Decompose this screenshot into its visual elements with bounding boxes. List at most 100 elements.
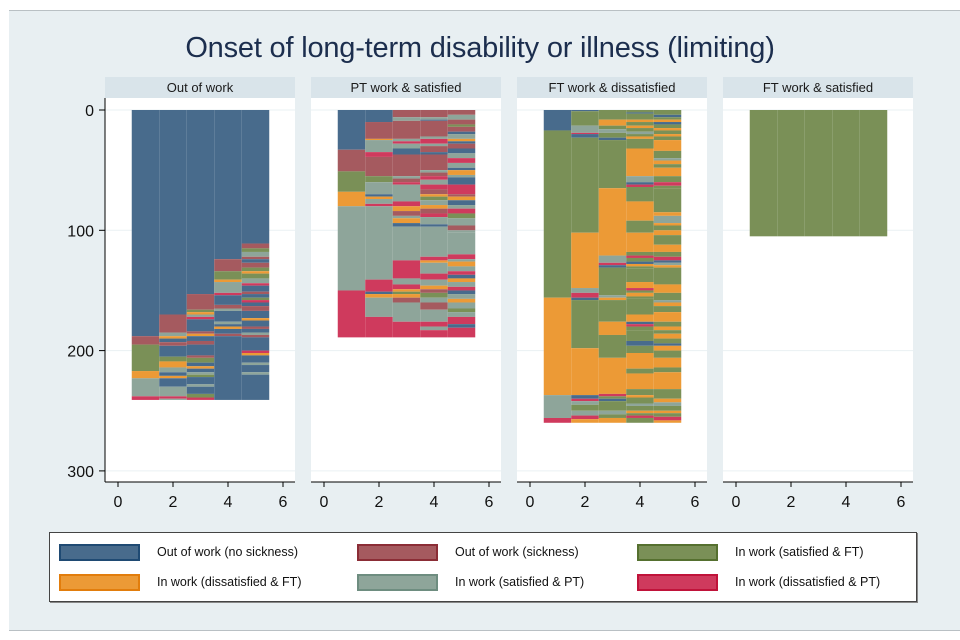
sequence-segment bbox=[653, 300, 682, 303]
x-tick-label: 0 bbox=[320, 494, 329, 511]
sequence-segment bbox=[241, 365, 270, 373]
sequence-segment bbox=[241, 372, 270, 375]
sequence-segment bbox=[626, 415, 654, 418]
sequence-segment bbox=[392, 294, 421, 298]
sequence-segment bbox=[241, 302, 270, 307]
sequence-segment bbox=[392, 154, 421, 177]
sequence-segment bbox=[653, 244, 682, 252]
sequence-segment bbox=[626, 125, 654, 129]
sequence-segment bbox=[598, 297, 627, 301]
sequence-segment bbox=[626, 251, 654, 256]
sequence-segment bbox=[420, 302, 448, 310]
sequence-segment bbox=[653, 119, 682, 123]
sequence-segment bbox=[186, 386, 215, 394]
sequence-segment bbox=[420, 110, 448, 118]
sequence-segment bbox=[365, 194, 393, 197]
sequence-segment bbox=[365, 294, 393, 298]
sequence-segment bbox=[626, 288, 654, 291]
sequence-segment bbox=[447, 282, 476, 287]
sequence-segment bbox=[159, 378, 187, 387]
sequence-segment bbox=[214, 292, 242, 296]
sequence-segment bbox=[159, 338, 187, 343]
sequence-segment bbox=[447, 290, 476, 295]
sequence-segment bbox=[447, 167, 476, 171]
sequence-segment bbox=[365, 152, 393, 157]
sequence-segment bbox=[159, 336, 187, 339]
sequence-segment bbox=[337, 171, 366, 192]
sequence-segment bbox=[626, 395, 654, 398]
sequence-segment bbox=[626, 292, 654, 297]
sequence-segment bbox=[653, 389, 682, 399]
sequence-segment bbox=[447, 153, 476, 159]
sequence-segment bbox=[598, 321, 627, 335]
x-tick-label: 2 bbox=[787, 494, 796, 511]
panel-3: FT work & satisfied 0 2 4 6 bbox=[723, 77, 913, 511]
sequence-segment bbox=[653, 235, 682, 245]
sequence-segment bbox=[241, 110, 270, 244]
sequence-segment bbox=[653, 225, 682, 231]
sequence-segment bbox=[626, 134, 654, 137]
sequence-segment bbox=[653, 420, 682, 423]
sequence-segment bbox=[365, 196, 393, 200]
sequence-segment bbox=[447, 208, 476, 214]
sequence-segment bbox=[447, 312, 476, 317]
sequence-segment bbox=[571, 111, 599, 126]
legend: Out of work (no sickness) Out of work (s… bbox=[49, 532, 917, 602]
sequence-segment bbox=[447, 298, 476, 303]
sequence-segment bbox=[214, 304, 242, 309]
sequence-segment bbox=[186, 316, 215, 320]
sequence-segment bbox=[598, 396, 627, 399]
sequence-segment bbox=[392, 226, 421, 261]
sequence-segment bbox=[653, 128, 682, 131]
sequence-segment bbox=[626, 255, 654, 258]
sequence-segment bbox=[626, 389, 654, 396]
sequence-segment bbox=[447, 184, 476, 195]
sequence-segment bbox=[420, 226, 448, 257]
sequence-segment bbox=[653, 136, 682, 141]
sequence-segment bbox=[131, 110, 160, 337]
legend-swatch-sft bbox=[637, 543, 718, 561]
sequence-segment bbox=[626, 298, 654, 315]
x-tick-label: 2 bbox=[375, 494, 384, 511]
sequence-segment bbox=[571, 300, 599, 349]
sequence-segment bbox=[159, 396, 187, 399]
sequence-segment bbox=[653, 215, 682, 224]
sequence-segment bbox=[447, 162, 476, 168]
sequence-segment bbox=[186, 110, 215, 295]
sequence-segment bbox=[653, 302, 682, 307]
sequence-segment bbox=[365, 279, 393, 292]
sequence-segment bbox=[653, 167, 682, 177]
sequence-segment bbox=[626, 330, 654, 341]
sequence-segment bbox=[420, 326, 448, 331]
legend-item-spt: In work (satisfied & PT) bbox=[357, 572, 584, 592]
sequence-segment bbox=[365, 297, 393, 317]
sequence-segment bbox=[214, 326, 242, 329]
sequence-segment bbox=[571, 292, 599, 298]
y-tick-label: 200 bbox=[67, 344, 94, 361]
sequence-segment bbox=[598, 110, 627, 120]
sequence-segment bbox=[653, 284, 682, 293]
sequence-segment bbox=[241, 362, 270, 366]
sequence-segment bbox=[626, 112, 654, 114]
sequence-segment bbox=[365, 110, 393, 123]
sequence-segment bbox=[420, 172, 448, 177]
sequence-segment bbox=[159, 314, 187, 333]
sequence-segment bbox=[392, 321, 421, 338]
sequence-segment bbox=[598, 417, 627, 423]
sequence-segment bbox=[653, 267, 682, 285]
sequence-segment bbox=[653, 306, 682, 313]
sequence-segment bbox=[626, 122, 654, 126]
sequence-segment bbox=[653, 326, 682, 331]
sequence-segment bbox=[598, 140, 627, 189]
sequence-segment bbox=[214, 324, 242, 327]
sequence-segment bbox=[447, 225, 476, 231]
sequence-segment bbox=[447, 110, 476, 115]
sequence-segment bbox=[241, 350, 270, 354]
sequence-segment bbox=[653, 350, 682, 358]
sequence-segment bbox=[598, 265, 627, 268]
sequence-segment bbox=[626, 128, 654, 132]
sequence-segment bbox=[365, 203, 393, 207]
sequence-segment bbox=[653, 185, 682, 189]
sequence-segment bbox=[653, 405, 682, 411]
sequence-segment bbox=[392, 138, 421, 142]
